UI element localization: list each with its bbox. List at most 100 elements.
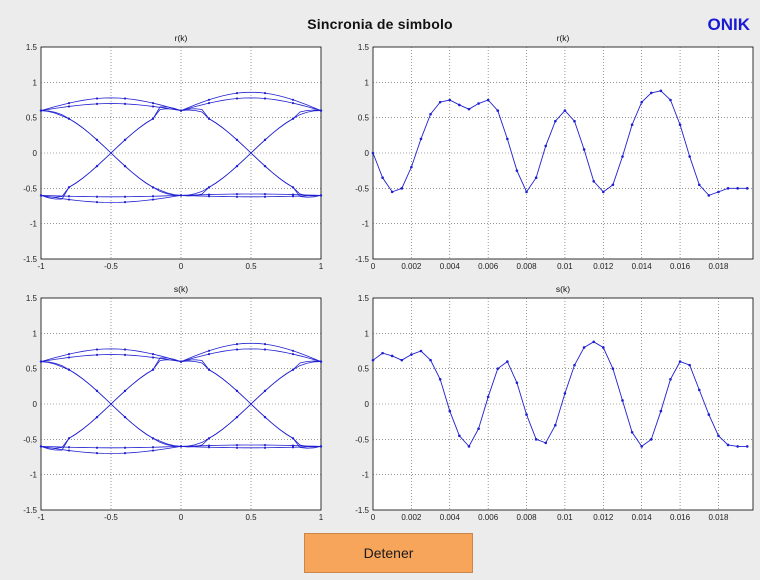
x-tick-label: 0.004: [440, 262, 461, 271]
x-tick-label: 0.012: [593, 513, 614, 522]
y-tick-label: -1: [362, 471, 370, 480]
y-tick-label: 1: [365, 78, 370, 87]
eye-s-point: [95, 389, 99, 392]
time-r-point: [381, 176, 384, 180]
time-r-point: [563, 109, 567, 112]
time-r-point: [630, 123, 634, 127]
x-tick-label: 0.5: [245, 513, 257, 522]
time-s-point: [438, 377, 442, 381]
eye-r-point: [95, 195, 99, 198]
time-r-point: [640, 100, 643, 104]
eye-s-point: [151, 356, 155, 359]
chart-panel-eye-s: -1 -0.5 0 0.5 11.510.50-0.5-1-1.5s(k): [23, 284, 324, 522]
eye-r-point: [263, 97, 267, 100]
time-r-point: [669, 98, 672, 102]
x-tick-label: -0.5: [104, 513, 118, 522]
eye-r-point: [207, 102, 211, 105]
eye-r-point: [291, 98, 295, 101]
x-tick-label: 1: [319, 513, 324, 522]
time-r-point: [602, 190, 605, 194]
eye-s-point: [95, 353, 99, 356]
time-r-point: [390, 190, 394, 194]
y-tick-label: 1.5: [26, 294, 38, 303]
x-tick-label: 0: [371, 513, 376, 522]
x-tick-label: 0.006: [478, 513, 499, 522]
eye-s-point: [207, 446, 211, 449]
time-s-point: [400, 358, 404, 362]
time-r-point: [448, 98, 452, 102]
eye-s-point: [291, 353, 295, 356]
time-s-point: [602, 346, 605, 349]
time-s-point: [688, 363, 691, 367]
time-s-point: [573, 363, 576, 367]
time-r-point: [697, 183, 701, 187]
x-tick-label: 0.014: [632, 513, 653, 522]
eye-r-point: [95, 102, 99, 105]
eye-r-point: [291, 186, 295, 189]
eye-r-point: [95, 97, 99, 100]
time-s-point: [448, 409, 452, 413]
eye-s-point: [291, 444, 295, 447]
y-tick-label: 1.5: [358, 43, 370, 52]
time-r-point: [477, 102, 480, 105]
y-tick-label: -0.5: [355, 184, 369, 193]
eye-s-point: [39, 445, 43, 448]
y-tick-label: -1: [30, 220, 38, 229]
chart-title: r(k): [175, 33, 188, 43]
y-tick-label: -1.5: [355, 506, 369, 515]
y-tick-label: -0.5: [23, 435, 37, 444]
time-r-point: [467, 107, 471, 111]
eye-r-point: [67, 105, 71, 108]
eye-r-point: [263, 165, 267, 168]
eye-r-point: [67, 117, 71, 120]
x-tick-label: 0.01: [557, 513, 573, 522]
eye-r-point: [263, 138, 267, 141]
time-r-point: [515, 169, 519, 172]
y-tick-label: -0.5: [355, 435, 369, 444]
time-s-point: [640, 445, 643, 448]
x-tick-label: 0.01: [557, 262, 573, 271]
x-tick-label: 0.006: [478, 262, 499, 271]
time-r-point: [486, 98, 490, 102]
x-tick-label: 0.016: [670, 262, 691, 271]
time-r-point: [496, 109, 500, 112]
eye-s-point: [67, 356, 71, 359]
time-s-point: [707, 413, 711, 416]
stop-button[interactable]: Detener: [304, 533, 473, 573]
eye-r-point: [123, 97, 127, 100]
y-tick-label: 0.5: [26, 365, 38, 374]
eye-s-point: [319, 445, 323, 448]
time-s-point: [611, 367, 615, 370]
time-s-point: [745, 445, 749, 448]
eye-r-point: [291, 193, 295, 196]
eye-r-point: [39, 194, 43, 197]
eye-r-point: [95, 165, 99, 168]
eye-s-point: [235, 348, 239, 351]
time-s-point: [630, 430, 634, 434]
eye-r-point: [151, 195, 155, 198]
time-s-point: [697, 388, 701, 392]
time-s-point: [496, 367, 500, 370]
time-r-point: [410, 165, 413, 169]
time-r-point: [678, 123, 682, 127]
y-tick-label: 0.5: [358, 365, 370, 374]
time-r-point: [419, 137, 423, 141]
y-tick-label: 1.5: [26, 43, 38, 52]
eye-r-point: [235, 92, 239, 95]
eye-r-point: [207, 195, 211, 198]
time-s-point: [592, 340, 596, 344]
eye-s-point: [67, 446, 71, 449]
eye-r-point: [319, 194, 323, 197]
time-s-point: [390, 354, 394, 358]
chart-panel-time-s: 0 0.002 0.004 0.006 0.008 0.01 0.012 0.014 0.016…: [355, 284, 754, 522]
time-s-point: [582, 346, 586, 349]
eye-r-point: [263, 195, 267, 198]
y-tick-label: 0: [33, 149, 38, 158]
x-tick-label: 0.008: [517, 262, 538, 271]
x-tick-label: 0: [179, 513, 184, 522]
y-tick-label: -1.5: [23, 255, 37, 264]
time-s-point: [669, 377, 672, 381]
eye-r-point: [151, 117, 155, 120]
eye-r-point: [151, 105, 155, 108]
x-tick-label: -1: [37, 513, 45, 522]
